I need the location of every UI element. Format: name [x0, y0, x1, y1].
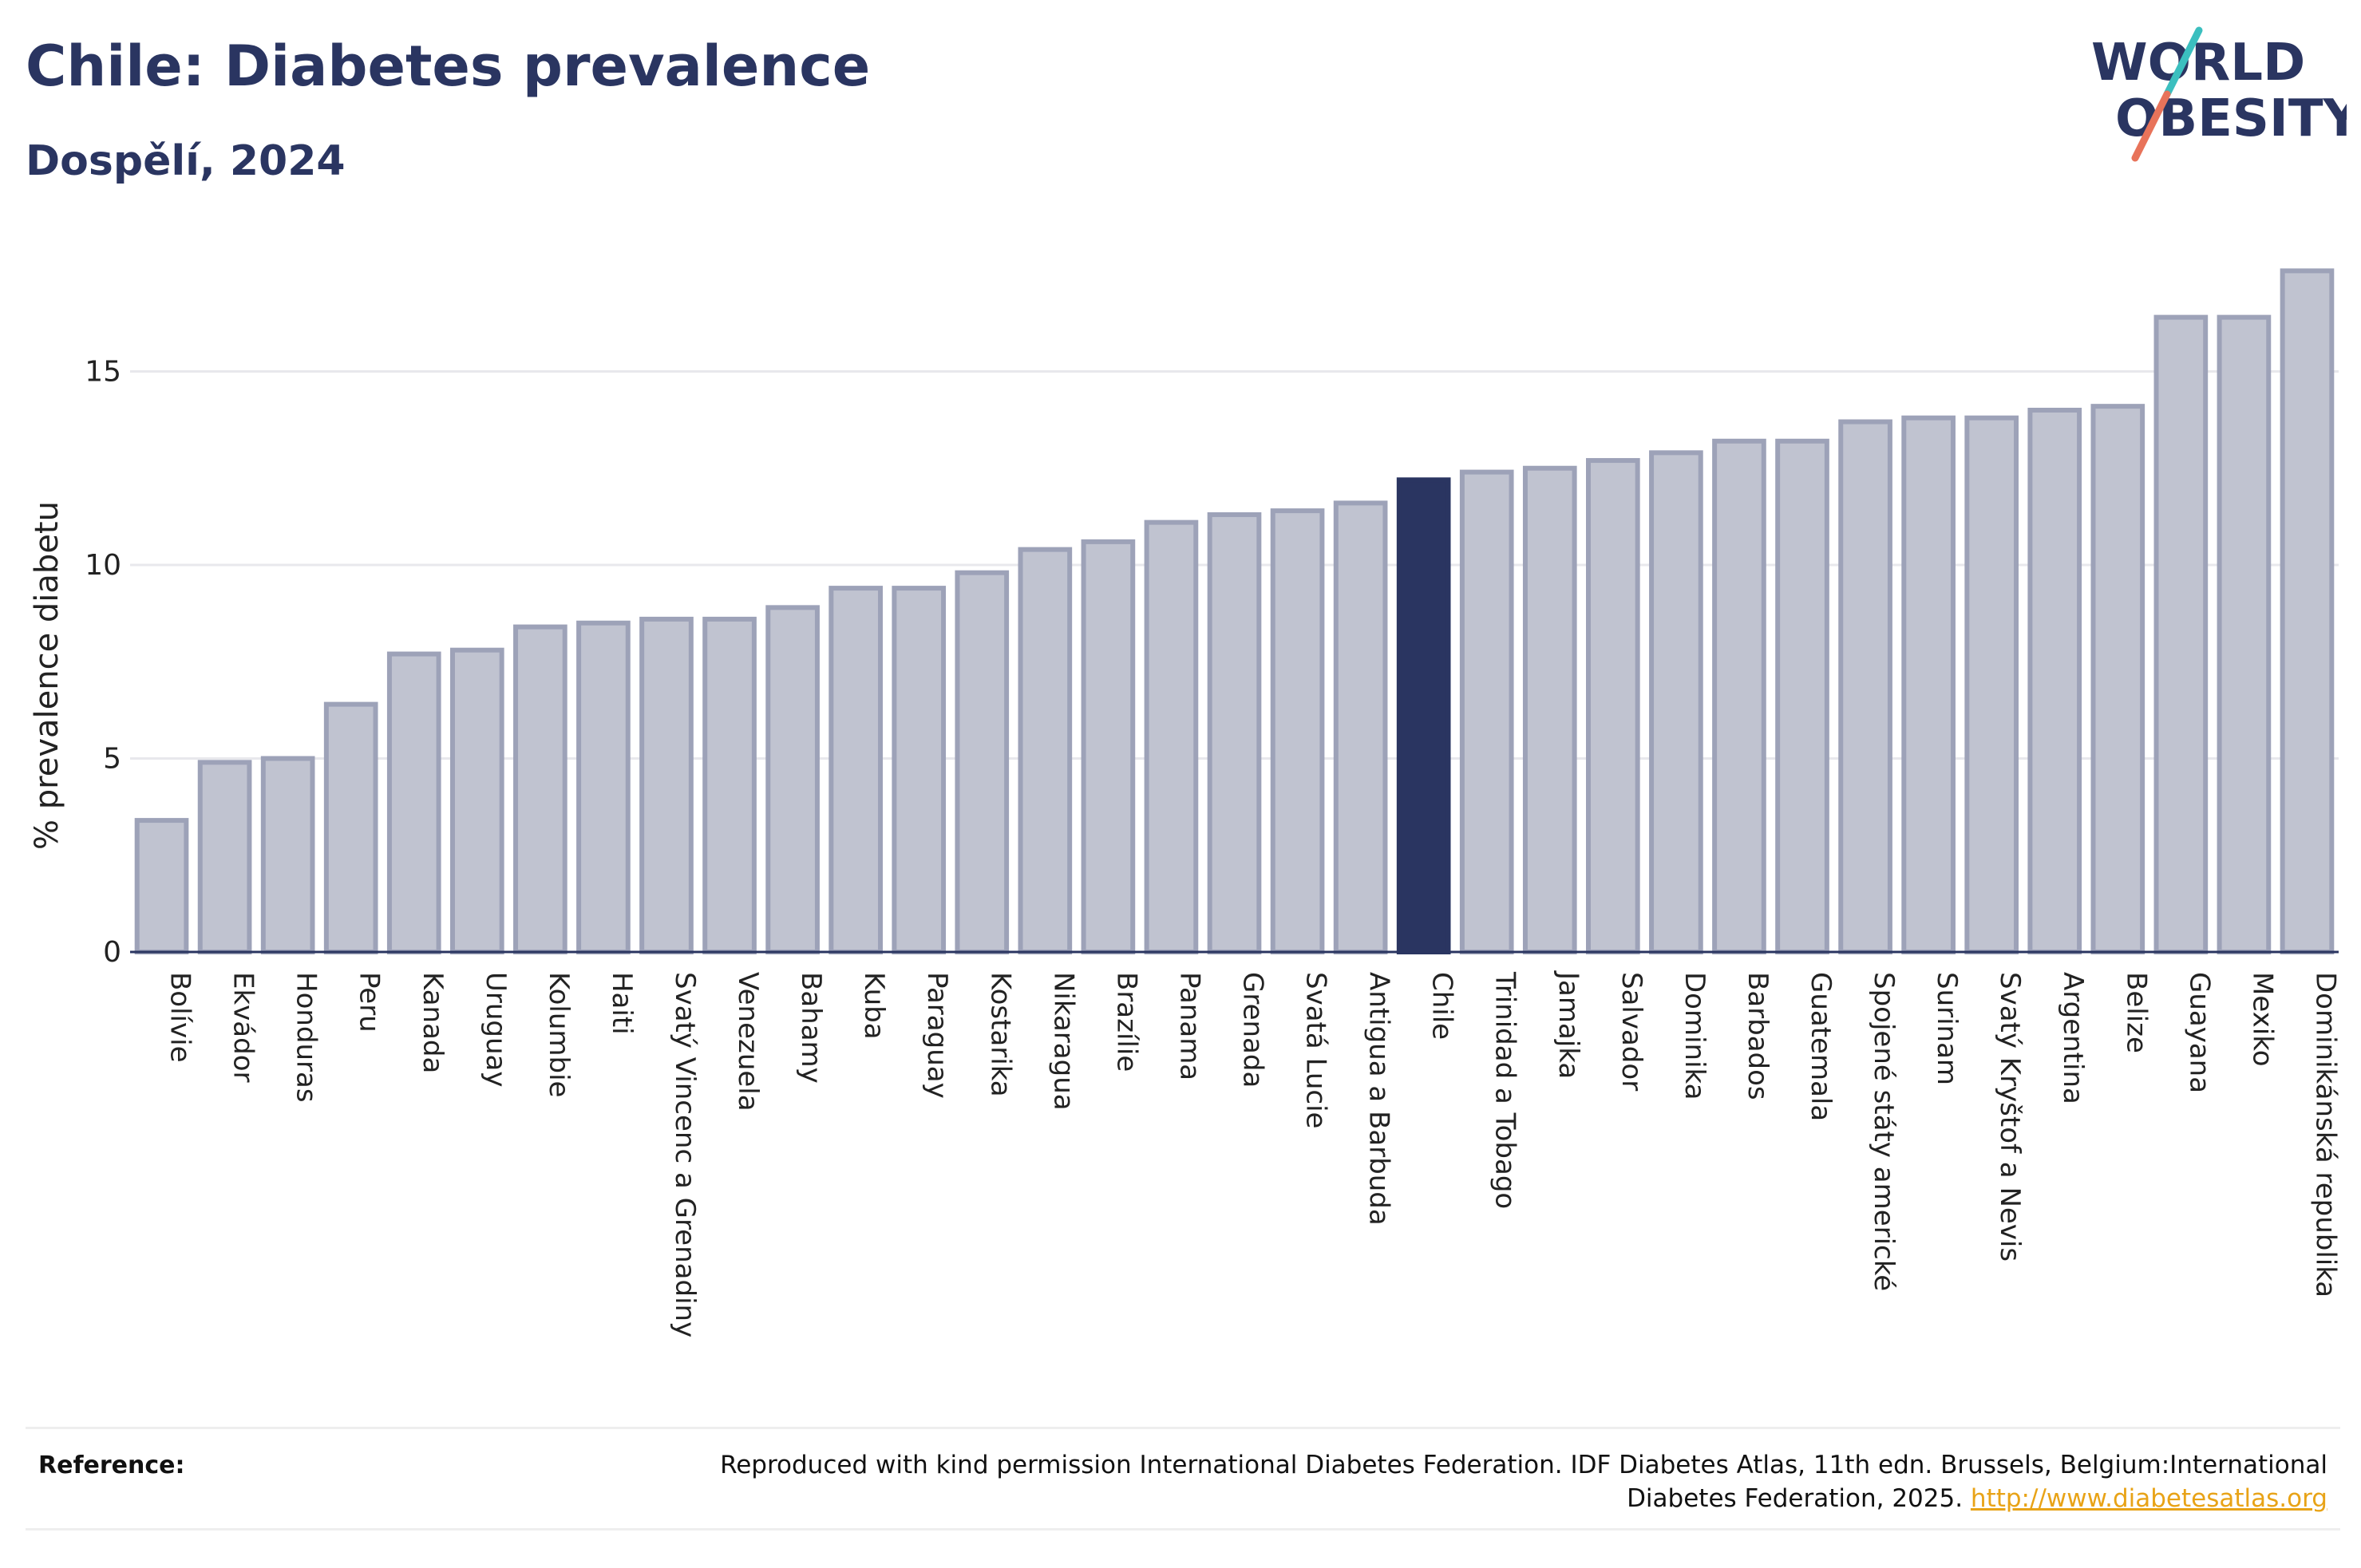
x-tick-label: Spojené státy americké — [1868, 972, 1900, 1291]
chart-title: Chile: Diabetes prevalence — [26, 34, 871, 99]
x-tick-label: Panama — [1173, 972, 1205, 1080]
reference-text-block: Reproduced with kind permission Internat… — [651, 1448, 2327, 1515]
bar — [449, 647, 504, 954]
x-tick-label: Guayana — [2183, 972, 2215, 1093]
x-tick-label: Kuba — [858, 972, 890, 1040]
bar — [197, 760, 252, 954]
bar — [2280, 268, 2335, 954]
x-tick-label: Svatý Kryštof a Nevis — [1994, 972, 2026, 1262]
bar — [892, 586, 947, 954]
bar — [386, 651, 441, 954]
y-tick-label: 15 — [85, 356, 121, 389]
bar — [2217, 314, 2272, 955]
bar — [1270, 508, 1325, 954]
x-tick-label: Uruguay — [480, 972, 512, 1088]
y-tick-label: 10 — [85, 549, 121, 582]
bar — [1712, 438, 1766, 954]
x-tick-label: Argentina — [2057, 972, 2089, 1104]
bar — [323, 701, 378, 954]
x-tick-label: Haiti — [606, 972, 638, 1035]
logo-slash-teal — [2163, 26, 2203, 98]
bar — [1018, 547, 1073, 954]
bar — [765, 605, 820, 954]
x-tick-label: Ekvádor — [227, 972, 259, 1083]
x-tick-label: Guatemala — [1805, 972, 1837, 1121]
x-tick-label: Dominikánská republika — [2309, 972, 2341, 1297]
bar — [2027, 408, 2082, 954]
bar — [1586, 458, 1640, 954]
x-tick-label: Grenada — [1237, 972, 1269, 1088]
x-tick-label: Svatá Lucie — [1300, 972, 1332, 1128]
x-tick-label: Nikaragua — [1047, 972, 1079, 1111]
category-labels: Bolívie Ekvádor Honduras Peru Kanada Uruguay K… — [164, 970, 2342, 1337]
x-tick-label: Kolumbie — [543, 972, 575, 1097]
bar — [702, 616, 757, 955]
x-tick-label: Surinam — [1931, 972, 1963, 1085]
y-axis-title: % prevalence diabetu — [29, 501, 65, 850]
bar — [1459, 469, 1514, 954]
x-tick-label: Venezuela — [732, 972, 764, 1112]
x-tick-label: Belize — [2120, 972, 2152, 1053]
x-tick-label: Barbados — [1742, 972, 1774, 1100]
x-tick-label: Trinidad a Tobago — [1489, 971, 1521, 1209]
x-tick-label: Bahamy — [795, 972, 827, 1084]
y-tick-label: 0 — [103, 936, 121, 969]
bar-chart: 0 5 10 15 Bolívie Ekvádor Honduras Peru Kanada U… — [29, 268, 2342, 1337]
bar — [1144, 519, 1199, 954]
x-tick-label: Mexiko — [2246, 972, 2278, 1067]
bar — [829, 586, 883, 954]
bar — [955, 570, 1010, 954]
x-tick-label: Salvador — [1616, 972, 1647, 1091]
bar — [513, 624, 568, 954]
x-tick-label: Kostarika — [984, 972, 1016, 1097]
bar — [1207, 511, 1262, 954]
x-tick-label: Kanada — [417, 972, 449, 1073]
reference-footer: Reference: Reproduced with kind permissi… — [26, 1427, 2340, 1530]
bar — [1964, 415, 2019, 954]
axes: 0 5 10 15 — [85, 356, 2339, 969]
reference-text: Reproduced with kind permission Internat… — [720, 1451, 2327, 1513]
logo-line-1: WORLD — [2091, 34, 2305, 93]
bar — [260, 756, 315, 954]
x-tick-label: Svatý Vincenc a Grenadiny — [669, 972, 701, 1337]
bar — [1081, 539, 1136, 954]
reference-label: Reference: — [38, 1451, 185, 1479]
bar — [2090, 404, 2145, 954]
logo-slash-coral — [2131, 90, 2171, 162]
x-tick-label: Honduras — [291, 972, 322, 1103]
bar — [1838, 419, 1892, 954]
x-tick-label: Peru — [354, 972, 386, 1033]
x-tick-label: Bolívie — [164, 972, 196, 1063]
bar — [134, 818, 189, 954]
bar — [1901, 415, 1956, 954]
bar — [1649, 450, 1703, 954]
bar — [1333, 500, 1388, 954]
x-tick-label: Paraguay — [921, 972, 953, 1099]
x-tick-label: Dominika — [1679, 972, 1710, 1100]
bar — [1522, 465, 1577, 954]
y-tick-label: 5 — [103, 743, 121, 776]
bar — [639, 616, 694, 955]
x-tick-label: Brazílie — [1110, 972, 1142, 1072]
bar — [2153, 314, 2209, 955]
world-obesity-logo: WORLD OBESITY — [2091, 26, 2347, 162]
bar — [1775, 438, 1829, 954]
bars — [134, 268, 2335, 955]
reference-link[interactable]: http://www.diabetesatlas.org — [1970, 1484, 2327, 1513]
x-tick-label: Antigua a Barbuda — [1363, 972, 1395, 1226]
bar-highlighted — [1396, 477, 1451, 954]
bar — [576, 620, 631, 954]
x-tick-label: Chile — [1426, 972, 1458, 1040]
x-tick-label: Jamajka — [1552, 970, 1584, 1079]
chart-subtitle: Dospělí, 2024 — [26, 137, 346, 185]
